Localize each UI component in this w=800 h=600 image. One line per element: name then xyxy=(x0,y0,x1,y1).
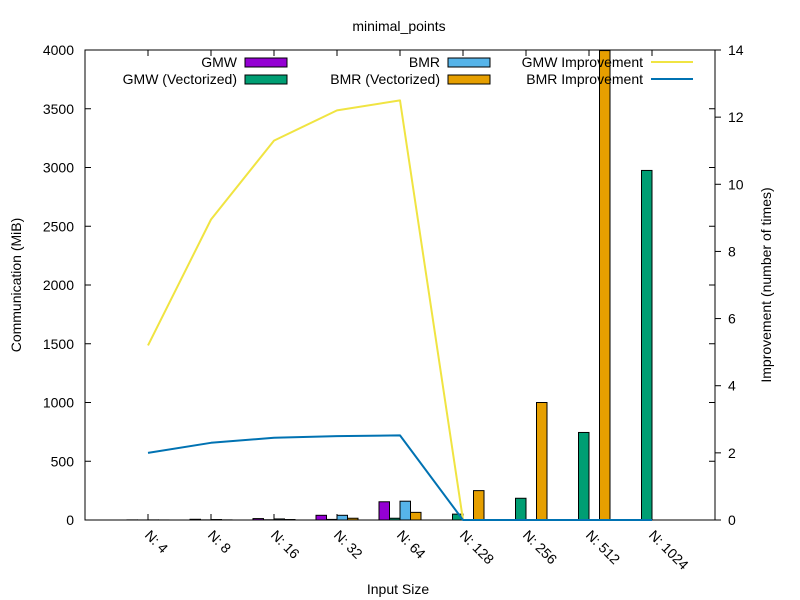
y-tick-label: 500 xyxy=(51,453,75,469)
bar-bmr xyxy=(273,518,285,521)
x-tick-label: N: 4 xyxy=(142,527,172,557)
bar-gmw xyxy=(252,518,264,521)
x-tick-label: N: 64 xyxy=(394,527,429,562)
legend-label: GMW xyxy=(201,54,238,70)
bar-bmr-vectorized xyxy=(347,517,359,521)
legend-swatch xyxy=(244,74,288,85)
x-tick-label: N: 256 xyxy=(520,527,561,568)
y2-tick-label: 14 xyxy=(728,42,744,58)
legend-label: BMR xyxy=(409,54,440,70)
bar-gmw-vectorized xyxy=(389,517,401,521)
x-axis-label: Input Size xyxy=(367,581,429,597)
y-tick-label: 2500 xyxy=(43,218,74,234)
y2-tick-label: 6 xyxy=(728,311,736,327)
bar-gmw xyxy=(315,514,327,521)
bar-gmw-vectorized xyxy=(515,497,527,521)
y2-tick-label: 0 xyxy=(728,512,736,528)
x-tick-label: N: 32 xyxy=(331,527,366,562)
y-tick-label: 3000 xyxy=(43,160,74,176)
y-axis-label: Communication (MiB) xyxy=(8,218,24,353)
y2-tick-label: 8 xyxy=(728,243,736,259)
legend-swatch xyxy=(447,57,491,68)
bar-gmw xyxy=(189,518,201,521)
x-tick-label: N: 16 xyxy=(268,527,303,562)
line-bmr-improvement xyxy=(147,434,652,521)
legend-swatch xyxy=(244,57,288,68)
line-gmw-improvement xyxy=(147,99,652,521)
chart-title: minimal_points xyxy=(352,18,445,34)
x-tick-label: N: 8 xyxy=(205,527,235,557)
y-tick-label: 2000 xyxy=(43,277,74,293)
legend-label: GMW (Vectorized) xyxy=(123,71,237,87)
bar-bmr xyxy=(336,514,348,521)
y-tick-label: 3500 xyxy=(43,101,74,117)
y-tick-label: 1500 xyxy=(43,336,74,352)
x-tick-label: N: 128 xyxy=(457,527,498,568)
y2-tick-label: 10 xyxy=(728,176,744,192)
bar-bmr-vectorized xyxy=(473,490,485,521)
y2-tick-label: 12 xyxy=(728,109,744,125)
y-tick-label: 1000 xyxy=(43,395,74,411)
bar-gmw-vectorized xyxy=(326,518,338,521)
bar-bmr-vectorized xyxy=(599,50,611,521)
y-tick-label: 0 xyxy=(66,512,74,528)
legend-label: BMR Improvement xyxy=(526,71,643,87)
plot-area: 0 500 1000 1500 2000 2500 3000 3500 4000 0 2 4 6 8 10 1… xyxy=(43,42,744,573)
bar-gmw xyxy=(378,501,390,521)
y2-tick-label: 4 xyxy=(728,378,736,394)
bar-bmr-vectorized xyxy=(410,511,422,521)
x-tick-label: N: 512 xyxy=(583,527,624,568)
legend-swatch xyxy=(447,74,491,85)
plot-frame xyxy=(84,49,716,521)
x-tick-label: N: 1024 xyxy=(646,527,692,573)
y2-tick-label: 2 xyxy=(728,445,736,461)
legend-label: BMR (Vectorized) xyxy=(330,71,440,87)
legend-label: GMW Improvement xyxy=(522,54,643,70)
y-tick-label: 4000 xyxy=(43,42,74,58)
bar-gmw-vectorized xyxy=(578,431,590,521)
bar-bmr xyxy=(399,500,411,521)
bar-bmr-vectorized xyxy=(536,402,548,521)
y2-axis-label: Improvement (number of times) xyxy=(758,187,774,382)
bar-gmw-vectorized xyxy=(641,169,653,521)
